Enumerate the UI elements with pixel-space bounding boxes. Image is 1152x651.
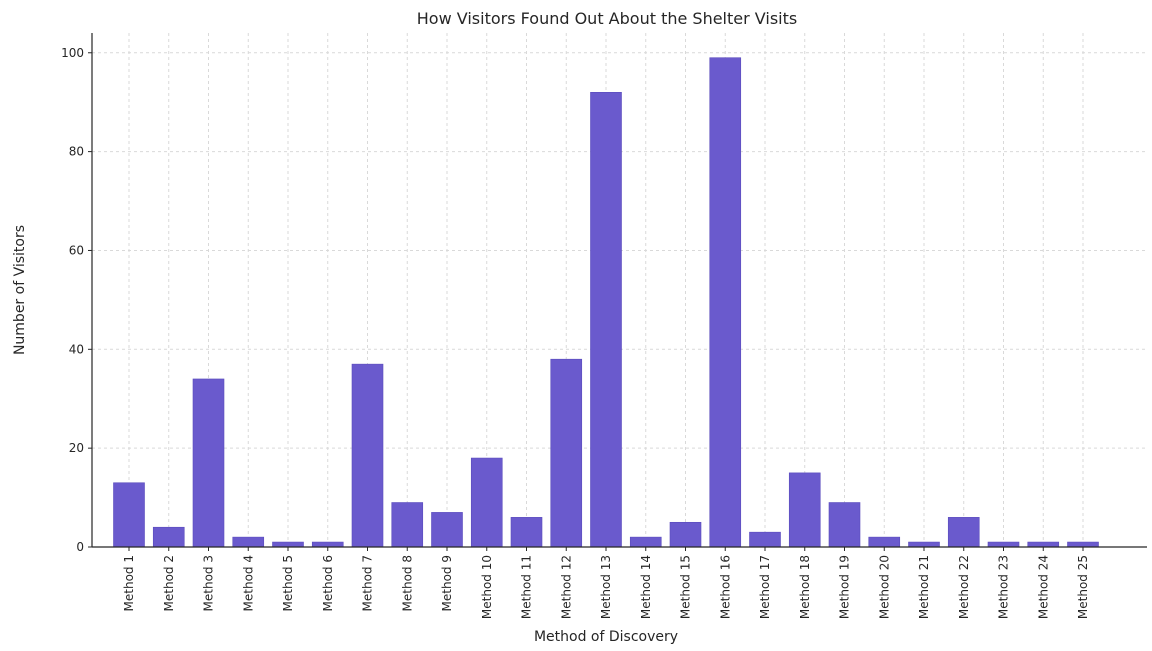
x-tick-label: Method 5 (281, 555, 295, 611)
x-tick-label: Method 18 (798, 555, 812, 619)
x-tick-label: Method 25 (1076, 555, 1090, 619)
y-tick-label: 0 (76, 540, 84, 554)
y-ticks: 0 20 40 60 80 100 (61, 46, 92, 554)
bars (113, 57, 1099, 548)
x-tick-label: Method 9 (440, 555, 454, 611)
bar-6 (311, 541, 344, 548)
x-tick-label: Method 23 (997, 555, 1011, 619)
x-ticks: Method 1 Method 2 Method 3 Method 4 Method 5… (122, 547, 1090, 619)
y-tick-label: 60 (69, 243, 84, 257)
bar-17 (749, 531, 781, 548)
bar-19 (828, 502, 861, 548)
x-tick-label: Method 14 (639, 555, 653, 619)
chart-title: How Visitors Found Out About the Shelter… (417, 9, 797, 28)
bar-23 (987, 541, 1020, 548)
bar-15 (669, 521, 702, 548)
bar-10 (470, 457, 503, 548)
y-tick-label: 40 (69, 342, 84, 356)
y-tick-label: 80 (69, 145, 84, 159)
y-tick-label: 100 (61, 46, 84, 60)
bar-13 (590, 92, 622, 548)
bar-22 (947, 517, 980, 548)
x-tick-label: Method 8 (400, 555, 414, 611)
axes (91, 33, 1147, 548)
x-tick-label: Method 3 (202, 555, 216, 611)
bar-2 (152, 526, 185, 548)
bar-7 (351, 363, 384, 548)
bar-20 (868, 536, 901, 548)
x-tick-label: Method 13 (599, 555, 613, 619)
bar-21 (908, 541, 940, 548)
x-tick-label: Method 10 (480, 555, 494, 619)
bar-11 (510, 517, 543, 548)
bar-3 (192, 378, 225, 548)
x-tick-label: Method 15 (679, 555, 693, 619)
bar-5 (272, 541, 304, 548)
x-tick-label: Method 2 (162, 555, 176, 611)
bar-4 (232, 536, 265, 548)
bar-9 (431, 512, 463, 548)
x-tick-label: Method 1 (122, 555, 136, 611)
y-axis-label: Number of Visitors (12, 225, 28, 355)
y-tick-label: 20 (69, 441, 84, 455)
bar-1 (113, 482, 145, 548)
bar-25 (1067, 541, 1099, 548)
x-tick-label: Method 7 (361, 555, 375, 611)
bar-12 (550, 358, 583, 548)
bar-8 (391, 502, 424, 548)
x-tick-label: Method 11 (520, 555, 534, 619)
x-tick-label: Method 12 (559, 555, 573, 619)
x-tick-label: Method 22 (957, 555, 971, 619)
x-tick-label: Method 16 (718, 555, 732, 619)
x-tick-label: Method 24 (1036, 555, 1050, 619)
bar-18 (788, 472, 821, 548)
x-tick-label: Method 17 (758, 555, 772, 619)
bar-16 (709, 57, 742, 548)
x-tick-label: Method 19 (838, 555, 852, 619)
x-axis-label: Method of Discovery (534, 629, 678, 645)
x-tick-label: Method 21 (917, 555, 931, 619)
bar-24 (1027, 541, 1060, 548)
x-tick-label: Method 4 (241, 555, 255, 611)
bar-14 (629, 536, 662, 548)
x-tick-label: Method 6 (321, 555, 335, 611)
x-tick-label: Method 20 (877, 555, 891, 619)
